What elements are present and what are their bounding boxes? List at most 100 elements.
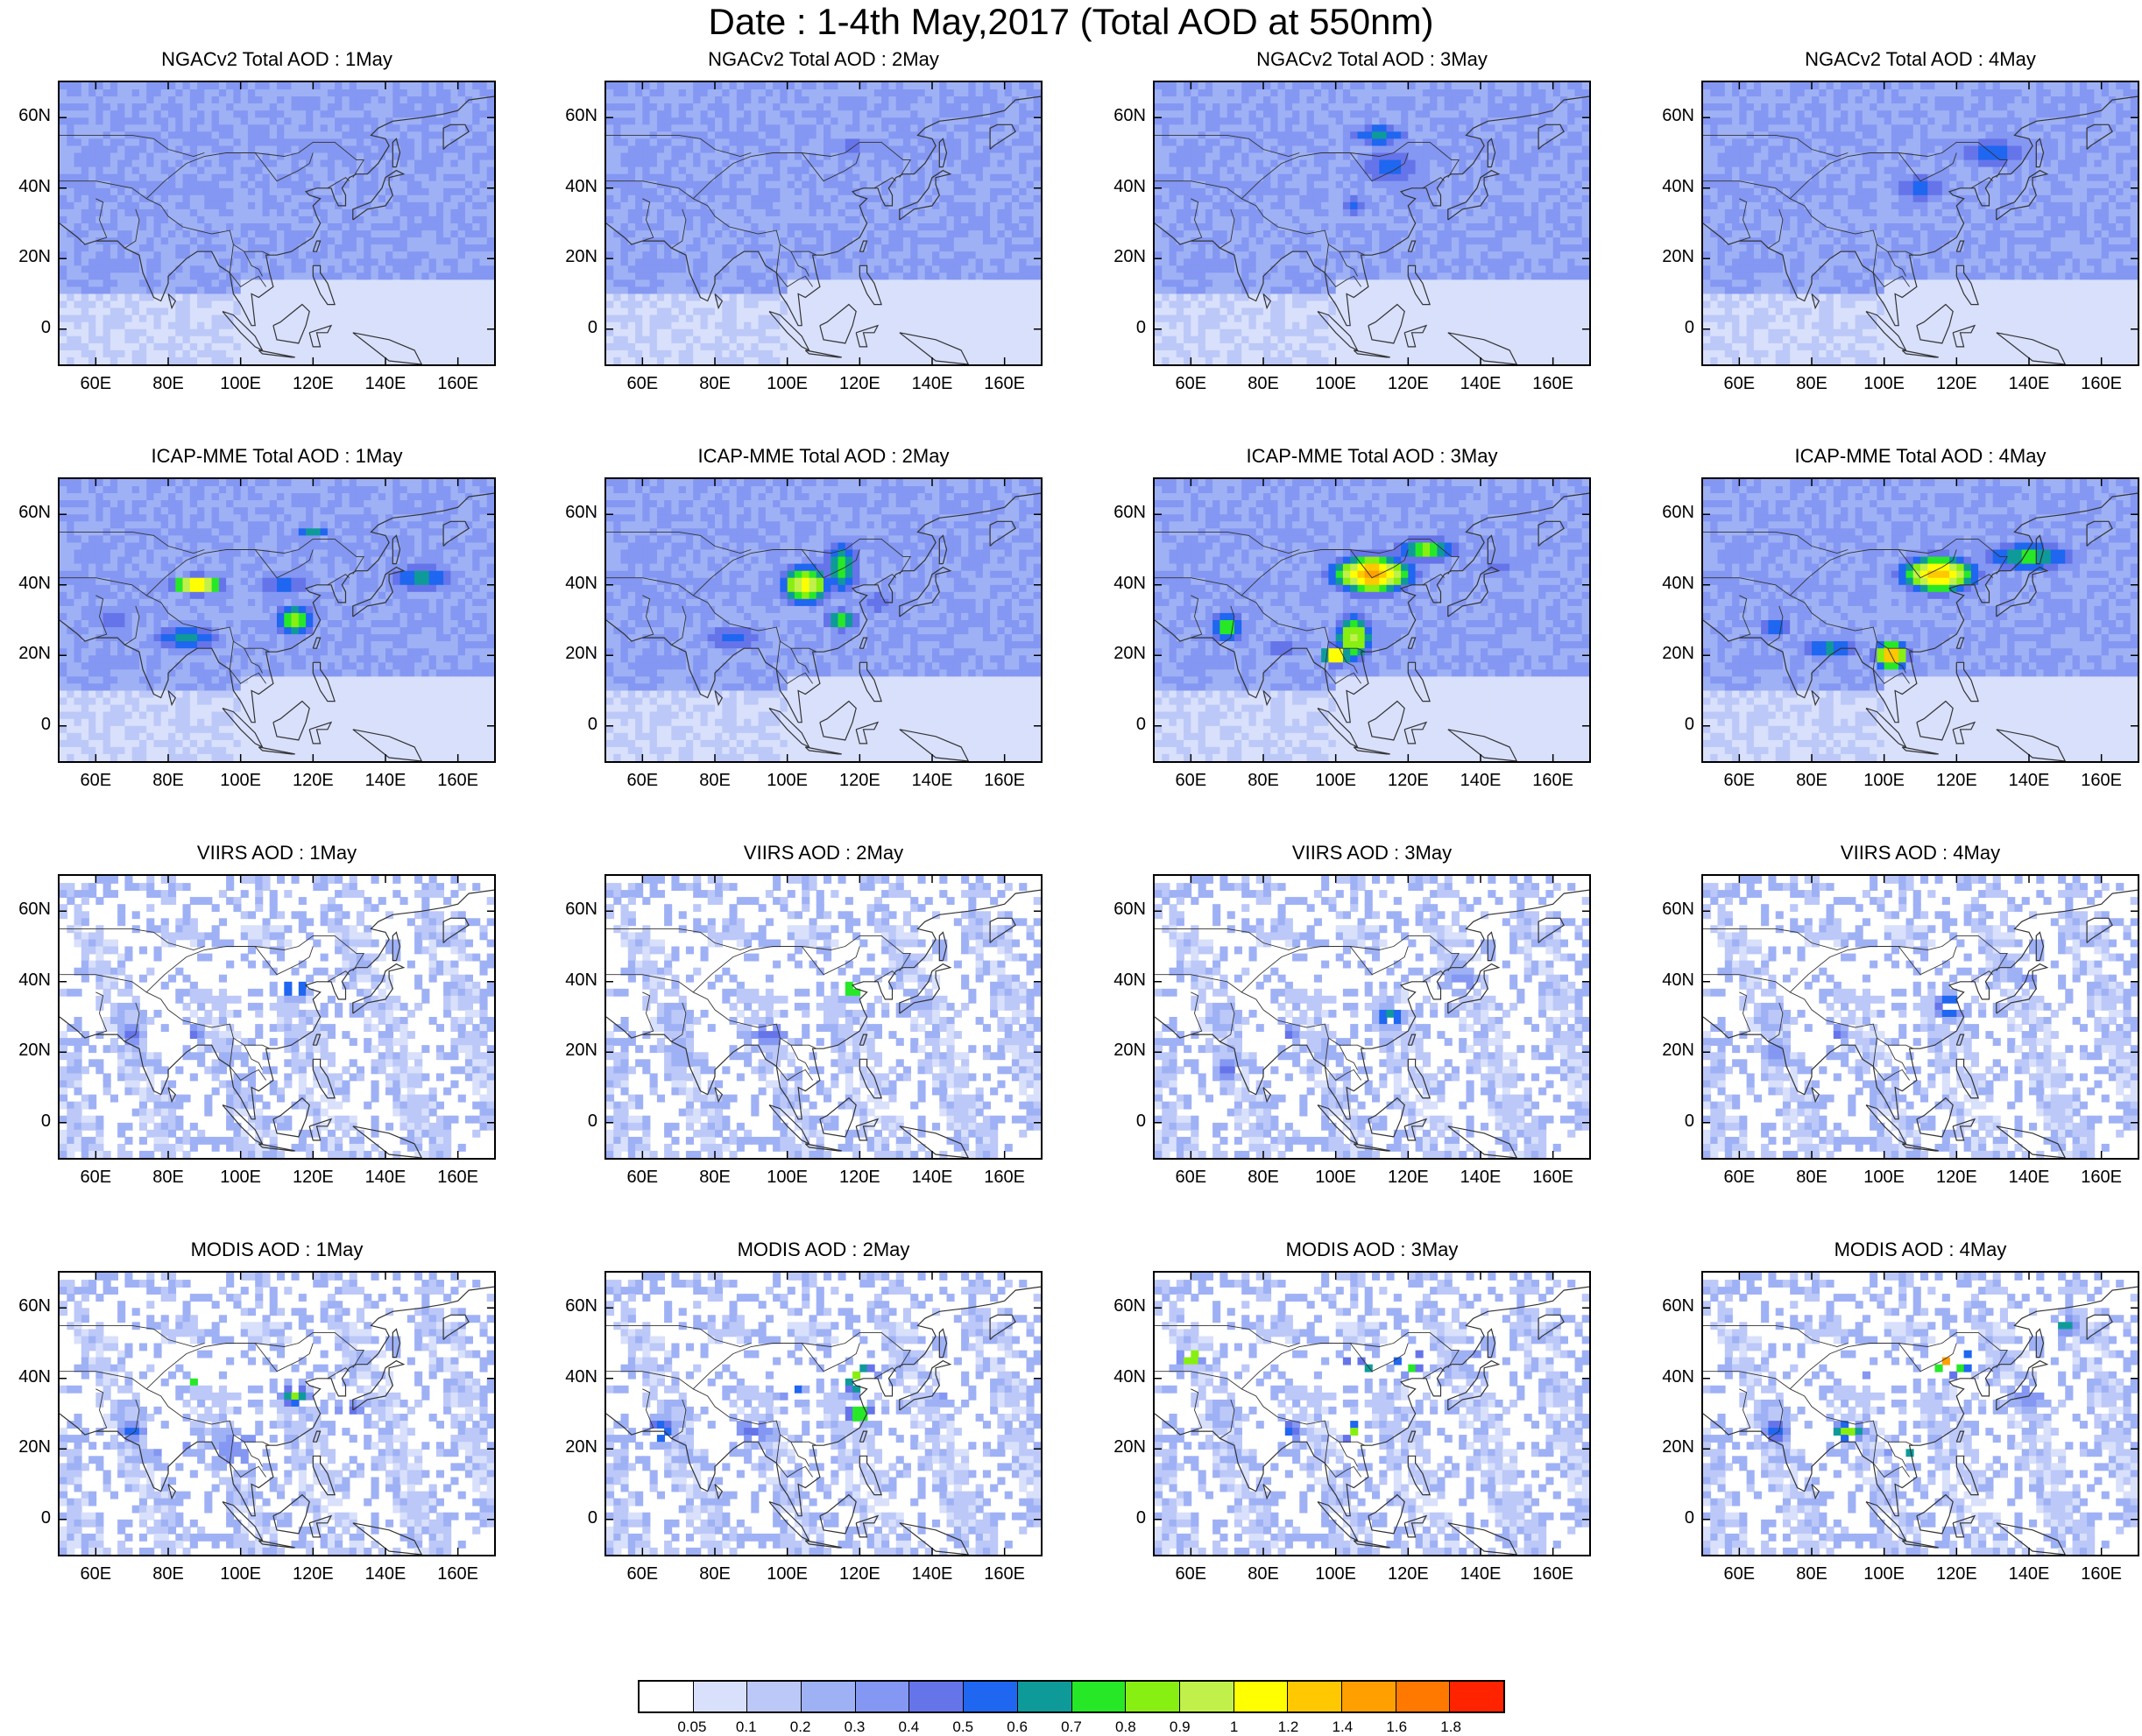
aod-cell xyxy=(132,124,140,132)
aod-cell xyxy=(429,117,437,125)
aod-cell xyxy=(824,244,831,252)
aod-cell xyxy=(759,181,767,189)
aod-cell xyxy=(414,209,422,217)
aod-cell xyxy=(421,286,429,294)
aod-cell xyxy=(867,286,875,294)
aod-cell xyxy=(385,329,393,337)
aod-cell xyxy=(773,336,781,344)
aod-cell xyxy=(990,96,998,104)
aod-cell xyxy=(751,294,759,302)
aod-cell xyxy=(392,195,400,203)
aod-cell xyxy=(852,279,860,287)
aod-cell xyxy=(657,244,665,252)
aod-cell xyxy=(867,357,875,364)
aod-cell xyxy=(990,146,998,154)
aod-cell xyxy=(357,230,364,238)
aod-cell xyxy=(350,195,357,203)
aod-cell xyxy=(458,286,466,294)
lat-tick-label: 40N xyxy=(559,178,597,195)
aod-cell xyxy=(780,216,788,224)
aod-cell xyxy=(657,89,665,97)
aod-cell xyxy=(175,322,183,330)
aod-cell xyxy=(621,301,629,309)
aod-cell xyxy=(263,146,271,154)
aod-cell xyxy=(650,272,658,280)
aod-cell xyxy=(845,216,853,224)
aod-cell xyxy=(392,357,400,364)
aod-cell xyxy=(299,131,307,139)
aod-cell xyxy=(226,82,234,90)
aod-cell xyxy=(197,286,205,294)
aod-cell xyxy=(961,167,969,175)
aod-cell xyxy=(1034,188,1041,196)
aod-cell xyxy=(306,110,314,118)
aod-cell xyxy=(414,272,422,280)
aod-cell xyxy=(852,96,860,104)
aod-cell xyxy=(154,301,162,309)
aod-cell xyxy=(197,82,205,90)
aod-cell xyxy=(342,357,350,364)
aod-cell xyxy=(161,167,169,175)
aod-cell xyxy=(197,89,205,97)
aod-cell xyxy=(139,103,147,111)
aod-cell xyxy=(664,202,672,210)
aod-cell xyxy=(248,308,256,316)
aod-cell xyxy=(1162,279,1170,287)
aod-cell xyxy=(997,336,1005,344)
aod-cell xyxy=(270,237,278,245)
aod-cell xyxy=(664,160,672,168)
aod-cell xyxy=(357,174,364,182)
aod-cell xyxy=(364,223,371,231)
aod-cell xyxy=(378,89,386,97)
aod-cell xyxy=(81,202,89,210)
aod-cell xyxy=(990,244,998,252)
aod-cell xyxy=(824,301,831,309)
aod-cell xyxy=(896,117,904,125)
aod-cell xyxy=(1162,153,1170,161)
aod-cell xyxy=(1005,265,1013,273)
aod-cell xyxy=(139,329,147,337)
aod-cell xyxy=(621,251,629,259)
aod-cell xyxy=(117,216,125,224)
aod-cell xyxy=(248,202,256,210)
aod-cell xyxy=(132,138,140,146)
aod-cell xyxy=(628,329,636,337)
aod-cell xyxy=(664,322,672,330)
aod-cell xyxy=(961,265,969,273)
aod-cell xyxy=(888,286,896,294)
aod-cell xyxy=(480,138,488,146)
aod-cell xyxy=(248,350,256,358)
aod-cell xyxy=(679,96,687,104)
aod-cell xyxy=(110,117,118,125)
aod-cell xyxy=(255,124,263,132)
aod-cell xyxy=(997,244,1005,252)
aod-cell xyxy=(759,279,767,287)
aod-cell xyxy=(824,89,831,97)
aod-cell xyxy=(831,286,838,294)
aod-cell xyxy=(824,216,831,224)
aod-cell xyxy=(824,329,831,337)
aod-cell xyxy=(838,223,846,231)
aod-cell xyxy=(939,301,947,309)
aod-cell xyxy=(1027,209,1035,217)
aod-cell xyxy=(248,160,256,168)
aod-cell xyxy=(1162,272,1170,280)
aod-cell xyxy=(74,209,82,217)
aod-cell xyxy=(146,160,154,168)
aod-cell xyxy=(487,209,494,217)
aod-cell xyxy=(219,272,227,280)
aod-cell xyxy=(939,308,947,316)
aod-cell xyxy=(168,223,176,231)
aod-cell xyxy=(613,357,621,364)
aod-cell xyxy=(657,96,665,104)
aod-cell xyxy=(845,82,853,90)
aod-cell xyxy=(429,89,437,97)
aod-cell xyxy=(664,315,672,323)
aod-cell xyxy=(961,301,969,309)
aod-cell xyxy=(867,336,875,344)
aod-cell xyxy=(918,82,926,90)
aod-cell xyxy=(197,272,205,280)
aod-cell xyxy=(146,110,154,118)
aod-cell xyxy=(81,357,89,364)
aod-cell xyxy=(421,153,429,161)
